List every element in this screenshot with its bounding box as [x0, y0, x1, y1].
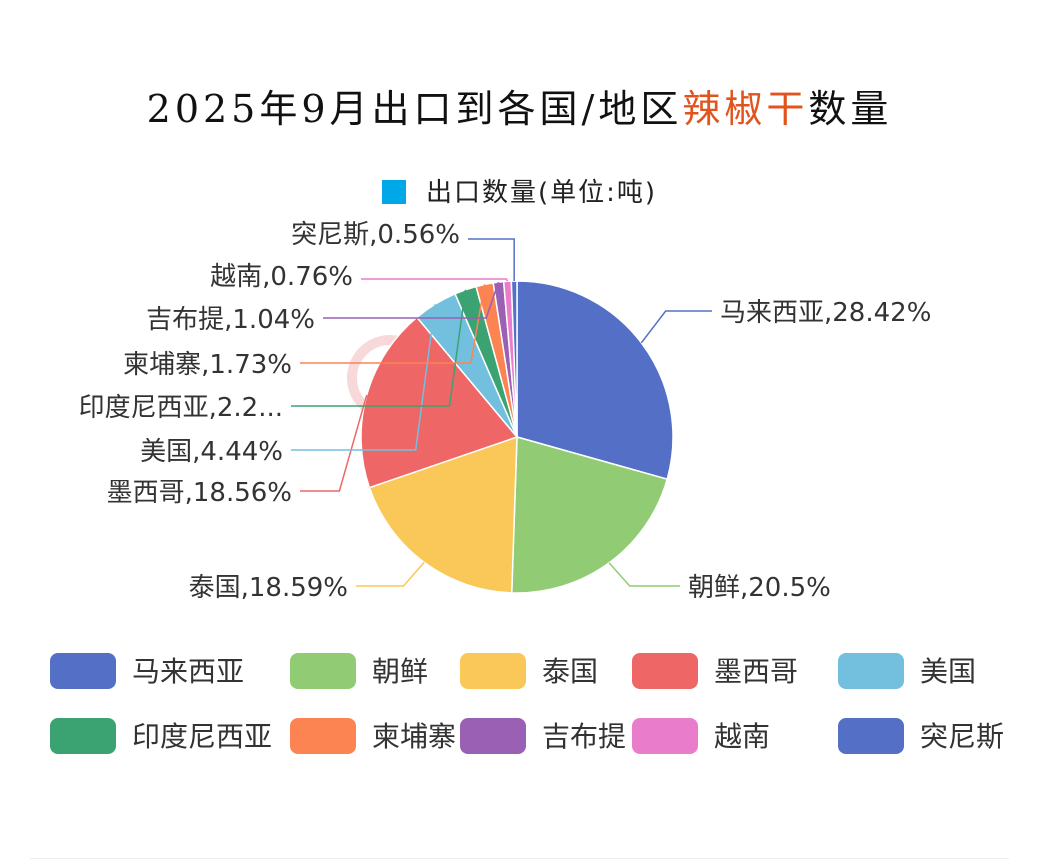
pie-legend-swatch-1[interactable]	[50, 653, 116, 689]
pie-legend-label-1[interactable]: 马来西亚	[132, 655, 244, 688]
pie-legend-label-7[interactable]: 柬埔寨	[372, 720, 456, 753]
pie-legend-swatch-8[interactable]	[460, 718, 526, 754]
pie-legend-swatch-6[interactable]	[50, 718, 116, 754]
pie-slice-1[interactable]	[516, 280, 674, 481]
pie-data-label-9: 越南,0.76%	[210, 262, 353, 292]
chart-title: 2025年9月出口到各国/地区辣椒干数量	[0, 78, 1039, 133]
pie-legend-swatch-3[interactable]	[460, 653, 526, 689]
pie-data-label-2: 朝鲜,20.5%	[688, 573, 831, 603]
pie-legend-label-4[interactable]: 墨西哥	[714, 655, 798, 688]
pie-callout-line-6	[291, 289, 467, 407]
pie-legend-label-6[interactable]: 印度尼西亚	[132, 720, 272, 753]
pie-legend-swatch-4[interactable]	[632, 653, 698, 689]
pie-data-label-7: 柬埔寨,1.73%	[123, 350, 292, 380]
series-legend-swatch	[381, 180, 406, 204]
pie-legend-swatch-9[interactable]	[632, 718, 698, 754]
pie-slice-2[interactable]	[510, 436, 669, 594]
pie-callout-line-5	[291, 304, 436, 451]
series-legend-label: 出口数量(单位:吨)	[425, 178, 658, 208]
pie-legend-label-10[interactable]: 突尼斯	[920, 720, 1004, 753]
pie-callout-line-7	[300, 284, 486, 364]
bottom-divider	[30, 858, 1009, 859]
pie-legend-label-2[interactable]: 朝鲜	[372, 655, 428, 688]
pie-legend-label-8[interactable]: 吉布提	[542, 720, 626, 753]
pie-legend-label-9[interactable]: 越南	[714, 720, 770, 753]
chart-title-prefix: 2025年9月出口到各国/地区	[146, 87, 683, 131]
pie-callout-line-2	[608, 562, 680, 587]
pie-callout-line-3	[356, 561, 425, 587]
chart-title-suffix: 数量	[808, 87, 893, 131]
pie-legend-swatch-2[interactable]	[290, 653, 356, 689]
pie-callout-line-4	[300, 394, 368, 492]
pie-slice-4[interactable]	[360, 316, 519, 489]
pie-data-label-8: 吉布提,1.04%	[146, 305, 315, 335]
pie-legend-label-3[interactable]: 泰国	[542, 655, 598, 688]
pie-data-label-10: 突尼斯,0.56%	[291, 220, 460, 250]
pie-data-label-5: 美国,4.44%	[140, 437, 283, 467]
pie-legend-swatch-7[interactable]	[290, 718, 356, 754]
pie-callout-line-10	[468, 238, 515, 282]
pie-data-label-3: 泰国,18.59%	[189, 573, 348, 603]
pie-callout-line-9	[361, 278, 509, 282]
pie-legend-swatch-10[interactable]	[838, 718, 904, 754]
pie-callout-line-8	[323, 281, 500, 319]
pie-callout-line-1	[640, 310, 712, 344]
pie-data-label-4: 墨西哥,18.56%	[107, 478, 292, 508]
chart-title-highlight: 辣椒干	[682, 87, 809, 131]
pie-legend-label-5[interactable]: 美国	[920, 655, 976, 688]
series-legend[interactable]: 出口数量(单位:吨)	[0, 172, 1039, 209]
pie-data-label-6: 印度尼西亚,2.2...	[79, 393, 283, 423]
pie-data-label-1: 马来西亚,28.42%	[720, 298, 931, 328]
pie-slice-3[interactable]	[368, 435, 518, 594]
pie-legend-swatch-5[interactable]	[838, 653, 904, 689]
